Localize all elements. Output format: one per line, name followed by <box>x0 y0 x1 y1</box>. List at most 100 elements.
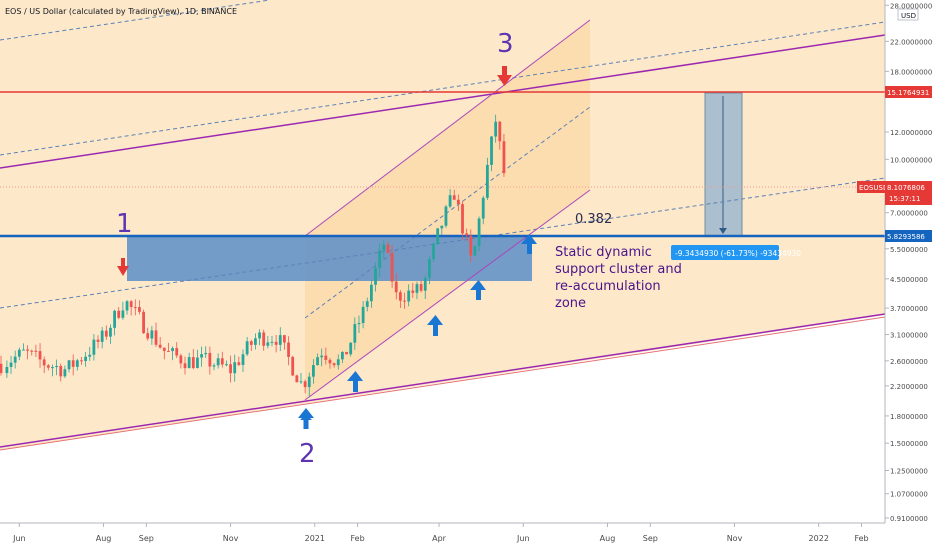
time-tick-label: Feb <box>351 534 365 543</box>
candle-down <box>158 344 162 348</box>
candle-down <box>295 375 299 383</box>
price-tick-label: 4.5000000 <box>890 276 928 284</box>
price-tick-label: 1.5000000 <box>890 440 928 448</box>
arrow-up-icon <box>470 280 486 300</box>
candle-up <box>51 367 54 369</box>
candle-down <box>146 333 150 339</box>
candle-down <box>411 290 415 293</box>
candle-down <box>249 341 253 345</box>
price-tick-label: 2.6000000 <box>890 358 928 366</box>
price-tick-label: 7.0000000 <box>890 210 928 218</box>
candle-down <box>175 348 179 356</box>
candle-up <box>225 364 228 366</box>
price-tick-label: 22.0000000 <box>890 38 932 46</box>
candle-up <box>187 357 191 369</box>
candle-down <box>38 351 42 360</box>
label-point-3: 3 <box>497 29 514 59</box>
candle-up <box>150 330 154 339</box>
candle-down <box>34 350 38 352</box>
candle-up <box>17 349 21 357</box>
time-axis[interactable] <box>0 523 885 550</box>
time-tick-label: Aug <box>96 534 112 543</box>
candle-down <box>502 141 506 174</box>
candle-up <box>13 356 17 363</box>
candle-up <box>171 348 174 352</box>
candle-up <box>477 218 481 247</box>
candle-up <box>365 301 369 307</box>
candle-down <box>138 307 141 312</box>
candle-down <box>208 352 212 367</box>
candle-up <box>353 324 357 343</box>
candle-down <box>283 335 286 343</box>
arrow-up-icon <box>347 371 363 392</box>
resistance-price-tag: 15.1764931 <box>887 89 929 97</box>
support-price-tag: 5.8293586 <box>887 233 925 241</box>
candle-down <box>229 364 232 374</box>
arrow-up-icon <box>298 408 314 429</box>
candle-up <box>75 360 79 367</box>
price-axis-ticks: 28.0000000 22.0000000 18.0000000 12.0000000… <box>885 2 932 523</box>
candle-up <box>22 349 25 351</box>
price-tick-label: 12.0000000 <box>890 129 932 137</box>
support-zone-box[interactable] <box>127 236 532 281</box>
fib-level-label: 0.382 <box>575 212 612 227</box>
candle-up <box>440 225 444 229</box>
candle-up <box>407 290 411 302</box>
candle-up <box>320 355 324 358</box>
candle-up <box>382 244 386 251</box>
symbol-tag-bg <box>857 181 885 193</box>
time-tick-label: Aug <box>600 534 616 543</box>
support-price-tag-bg <box>885 230 932 242</box>
candle-up <box>316 357 319 366</box>
zone-note-line-4: zone <box>555 296 586 311</box>
price-tick-label: 3.7000000 <box>890 305 928 313</box>
price-tick-label: 1.8000000 <box>890 413 928 421</box>
candle-down <box>220 358 224 365</box>
currency-badge-bg[interactable] <box>897 8 919 21</box>
candle-down <box>237 362 241 365</box>
candle-down <box>183 363 187 369</box>
candle-up <box>109 327 112 337</box>
candle-up <box>299 381 303 383</box>
candle-down <box>96 339 100 342</box>
candle-down <box>403 300 406 302</box>
candle-up <box>432 243 435 260</box>
candle-down <box>71 360 75 367</box>
candle-down <box>287 342 290 357</box>
price-tick-label: 5.5000000 <box>890 246 928 254</box>
candle-down <box>328 359 332 364</box>
candle-down <box>42 359 46 366</box>
time-tick-label: Feb <box>854 534 868 543</box>
candle-down <box>179 355 183 364</box>
candle-down <box>419 284 423 291</box>
candle-down <box>129 301 133 308</box>
candle-up <box>357 323 361 325</box>
time-tick-label: Nov <box>223 534 239 543</box>
candle-up <box>258 332 261 339</box>
candle-down <box>117 310 121 318</box>
candle-up <box>485 164 489 198</box>
candlestick-series[interactable] <box>0 114 506 397</box>
candle-up <box>67 360 71 370</box>
candle-up <box>427 259 431 278</box>
candle-up <box>423 277 427 291</box>
candle-down <box>104 330 108 337</box>
dashed-line-middle <box>0 177 886 309</box>
candle-up <box>233 362 237 374</box>
time-tick-label: Jun <box>12 534 26 543</box>
zone-note-line-2: support cluster and <box>555 262 682 277</box>
trendline-red-lower <box>0 316 886 451</box>
label-point-1: 1 <box>116 209 133 239</box>
last-price-tag: 8.1076806 <box>887 184 925 192</box>
time-tick-label: Sep <box>139 534 154 543</box>
arrow-down-icon <box>497 66 512 86</box>
price-tick-label: 10.0000000 <box>890 156 932 164</box>
symbol-tag: EOSUSD <box>859 184 888 192</box>
candle-up <box>204 352 208 355</box>
candle-down <box>154 330 158 345</box>
dashed-line-flag-mid <box>304 106 591 319</box>
trendline-purple-lower <box>0 313 886 448</box>
candle-down <box>386 244 390 253</box>
currency-badge[interactable]: USD <box>901 12 916 20</box>
